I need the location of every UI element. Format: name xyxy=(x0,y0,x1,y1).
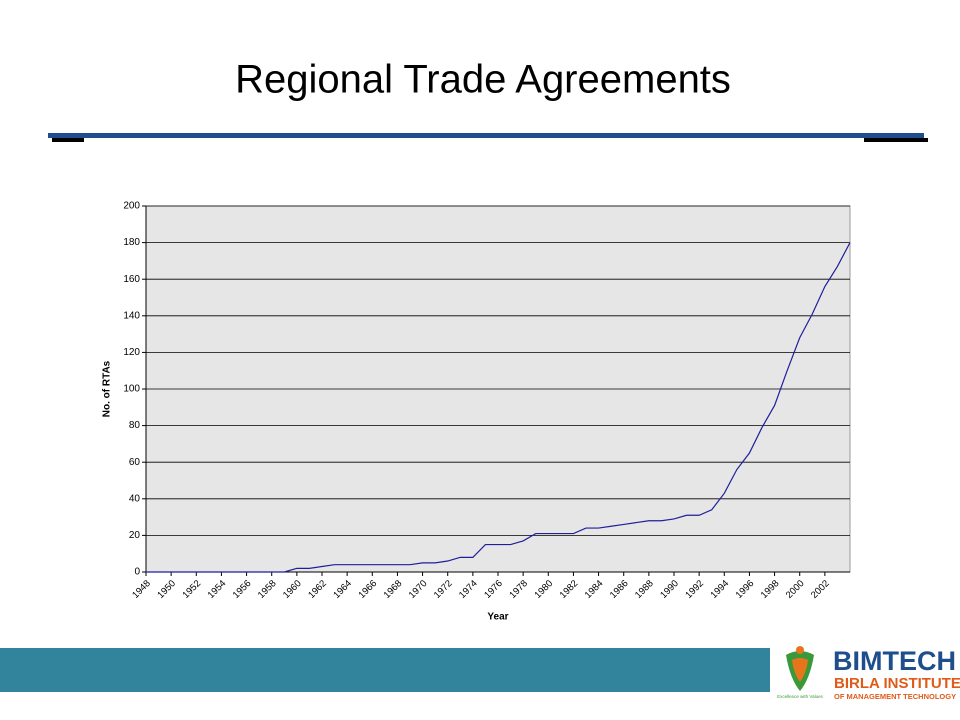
x-tick-label: 1972 xyxy=(432,578,455,601)
x-axis-label: Year xyxy=(487,612,508,623)
x-tick-label: 1964 xyxy=(331,578,354,601)
data-line xyxy=(146,242,851,573)
y-tick-label: 0 xyxy=(134,567,140,578)
y-tick-label: 180 xyxy=(123,237,140,248)
x-tick-label: 1970 xyxy=(407,578,430,601)
x-tick-label: 1978 xyxy=(507,578,530,601)
x-tick-label: 1980 xyxy=(532,578,555,601)
x-tick-label: 1992 xyxy=(683,578,706,601)
x-tick-label: 1988 xyxy=(633,578,656,601)
x-tick-label: 1994 xyxy=(708,578,731,601)
title-rule-gap xyxy=(84,138,864,142)
x-tick-label: 1956 xyxy=(231,578,254,601)
x-tick-label: 1984 xyxy=(583,578,606,601)
logo-emblem-inner xyxy=(792,658,808,682)
y-tick-label: 80 xyxy=(129,420,141,431)
x-tick-label: 1998 xyxy=(759,578,782,601)
slide-title: Regional Trade Agreements xyxy=(235,58,731,102)
x-tick-label: 1966 xyxy=(356,578,379,601)
chart: No. of RTAs Year 0 20 40 60 80 100 120 140 160 18… xyxy=(102,201,851,623)
logo-name: BIMTECH xyxy=(833,646,956,676)
y-tick-label: 100 xyxy=(123,384,140,395)
x-tick-label: 1948 xyxy=(130,578,153,601)
x-tick-label: 1954 xyxy=(206,578,229,601)
logo-motto: Excellence with Values xyxy=(777,694,823,699)
logo: BIMTECH BIRLA INSTITUTE OF MANAGEMENT TE… xyxy=(777,646,960,701)
y-tick-label: 120 xyxy=(123,347,140,358)
x-tick-label: 1976 xyxy=(482,578,505,601)
x-tick-label: 1968 xyxy=(382,578,405,601)
logo-line1: BIRLA INSTITUTE xyxy=(834,675,960,692)
x-tick-label: 1990 xyxy=(658,578,681,601)
logo-dot xyxy=(796,646,804,654)
x-tick-label: 1950 xyxy=(155,578,178,601)
x-tick-label: 2002 xyxy=(809,578,832,601)
x-tick-label: 1962 xyxy=(306,578,329,601)
y-tick-label: 40 xyxy=(129,493,141,504)
x-tick-label: 1958 xyxy=(256,578,279,601)
x-tick-label: 1982 xyxy=(558,578,581,601)
title-rule xyxy=(48,133,924,138)
x-tick-label: 1986 xyxy=(608,578,631,601)
logo-line2: OF MANAGEMENT TECHNOLOGY xyxy=(834,692,956,701)
x-tick-label: 1952 xyxy=(180,578,203,601)
x-tick-label: 1996 xyxy=(734,578,757,601)
x-tick-label: 1960 xyxy=(281,578,304,601)
y-axis-label: No. of RTAs xyxy=(102,360,113,417)
x-tick-label: 1974 xyxy=(457,578,480,601)
y-tick-label: 20 xyxy=(129,530,141,541)
y-tick-label: 140 xyxy=(123,310,140,321)
y-tick-label: 200 xyxy=(123,201,140,212)
y-tick-label: 160 xyxy=(123,274,140,285)
footer-band xyxy=(0,648,770,692)
y-tick-label: 60 xyxy=(129,457,141,468)
x-tick-label: 2000 xyxy=(784,578,807,601)
